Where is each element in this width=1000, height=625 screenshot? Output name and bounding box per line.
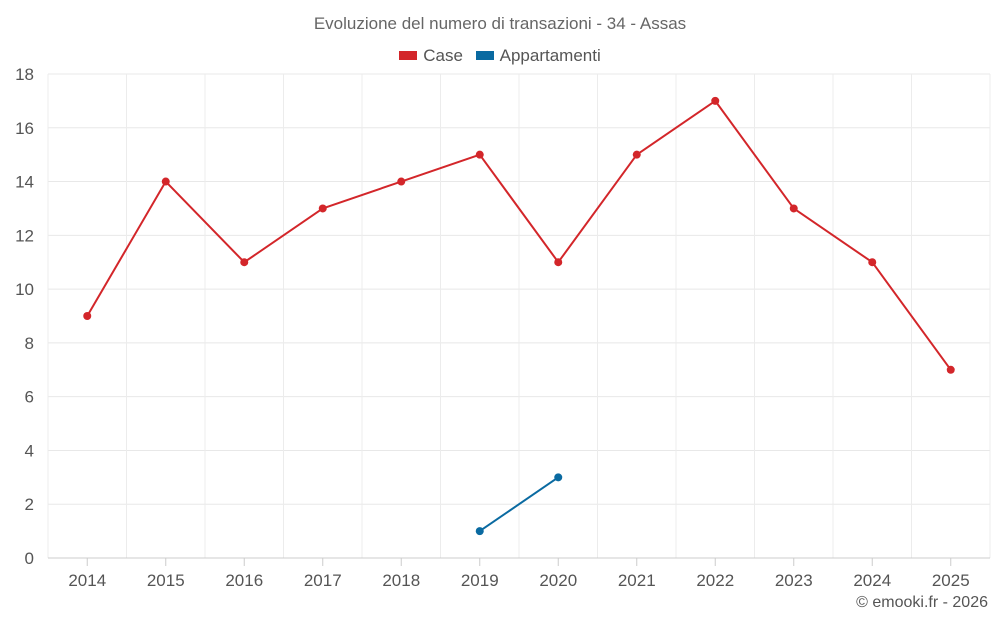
x-tick-label: 2018 [382, 571, 420, 590]
data-point-appartamenti [475, 527, 484, 536]
y-tick-label: 18 [15, 65, 34, 84]
legend-swatch-case [399, 51, 418, 60]
legend-swatch-appartamenti [475, 51, 494, 60]
y-tick-label: 6 [25, 388, 34, 407]
x-tick-label: 2025 [932, 571, 970, 590]
y-tick-label: 8 [25, 334, 34, 353]
data-point-case [475, 150, 484, 159]
data-point-case [711, 96, 720, 105]
legend: Case Appartamenti [0, 45, 1000, 66]
data-point-case [946, 365, 955, 374]
data-point-case [240, 258, 249, 267]
x-tick-label: 2020 [539, 571, 577, 590]
data-point-case [868, 258, 877, 267]
legend-item-appartamenti[interactable]: Appartamenti [475, 45, 601, 66]
legend-label-appartamenti: Appartamenti [499, 45, 601, 65]
data-point-appartamenti [554, 473, 563, 482]
y-tick-label: 2 [25, 495, 34, 514]
legend-label-case: Case [423, 45, 463, 65]
y-tick-label: 0 [25, 549, 34, 568]
x-tick-label: 2021 [618, 571, 656, 590]
data-point-case [632, 150, 641, 159]
chart-title: Evoluzione del numero di transazioni - 3… [313, 14, 687, 33]
x-tick-label: 2016 [225, 571, 263, 590]
credit-text: © emooki.fr - 2026 [856, 594, 988, 611]
y-tick-label: 16 [15, 119, 34, 138]
data-point-case [789, 204, 798, 213]
x-tick-label: 2014 [68, 571, 106, 590]
y-tick-label: 10 [15, 280, 34, 299]
data-point-case [397, 177, 406, 186]
x-tick-label: 2019 [461, 571, 499, 590]
y-tick-label: 14 [15, 173, 34, 192]
data-point-case [83, 312, 92, 320]
data-point-case [554, 258, 563, 267]
series-line-case [86, 99, 952, 371]
x-tick-label: 2015 [147, 571, 185, 590]
x-tick-label: 2017 [304, 571, 342, 590]
x-tick-label: 2023 [775, 571, 813, 590]
legend-item-case[interactable]: Case [399, 46, 463, 66]
x-tick-label: 2024 [853, 571, 891, 590]
data-point-case [318, 204, 327, 213]
data-point-case [161, 177, 170, 186]
y-tick-label: 4 [25, 441, 34, 460]
x-tick-label: 2022 [696, 571, 734, 590]
y-tick-label: 12 [15, 226, 34, 245]
series-line-appartamenti [479, 476, 559, 532]
